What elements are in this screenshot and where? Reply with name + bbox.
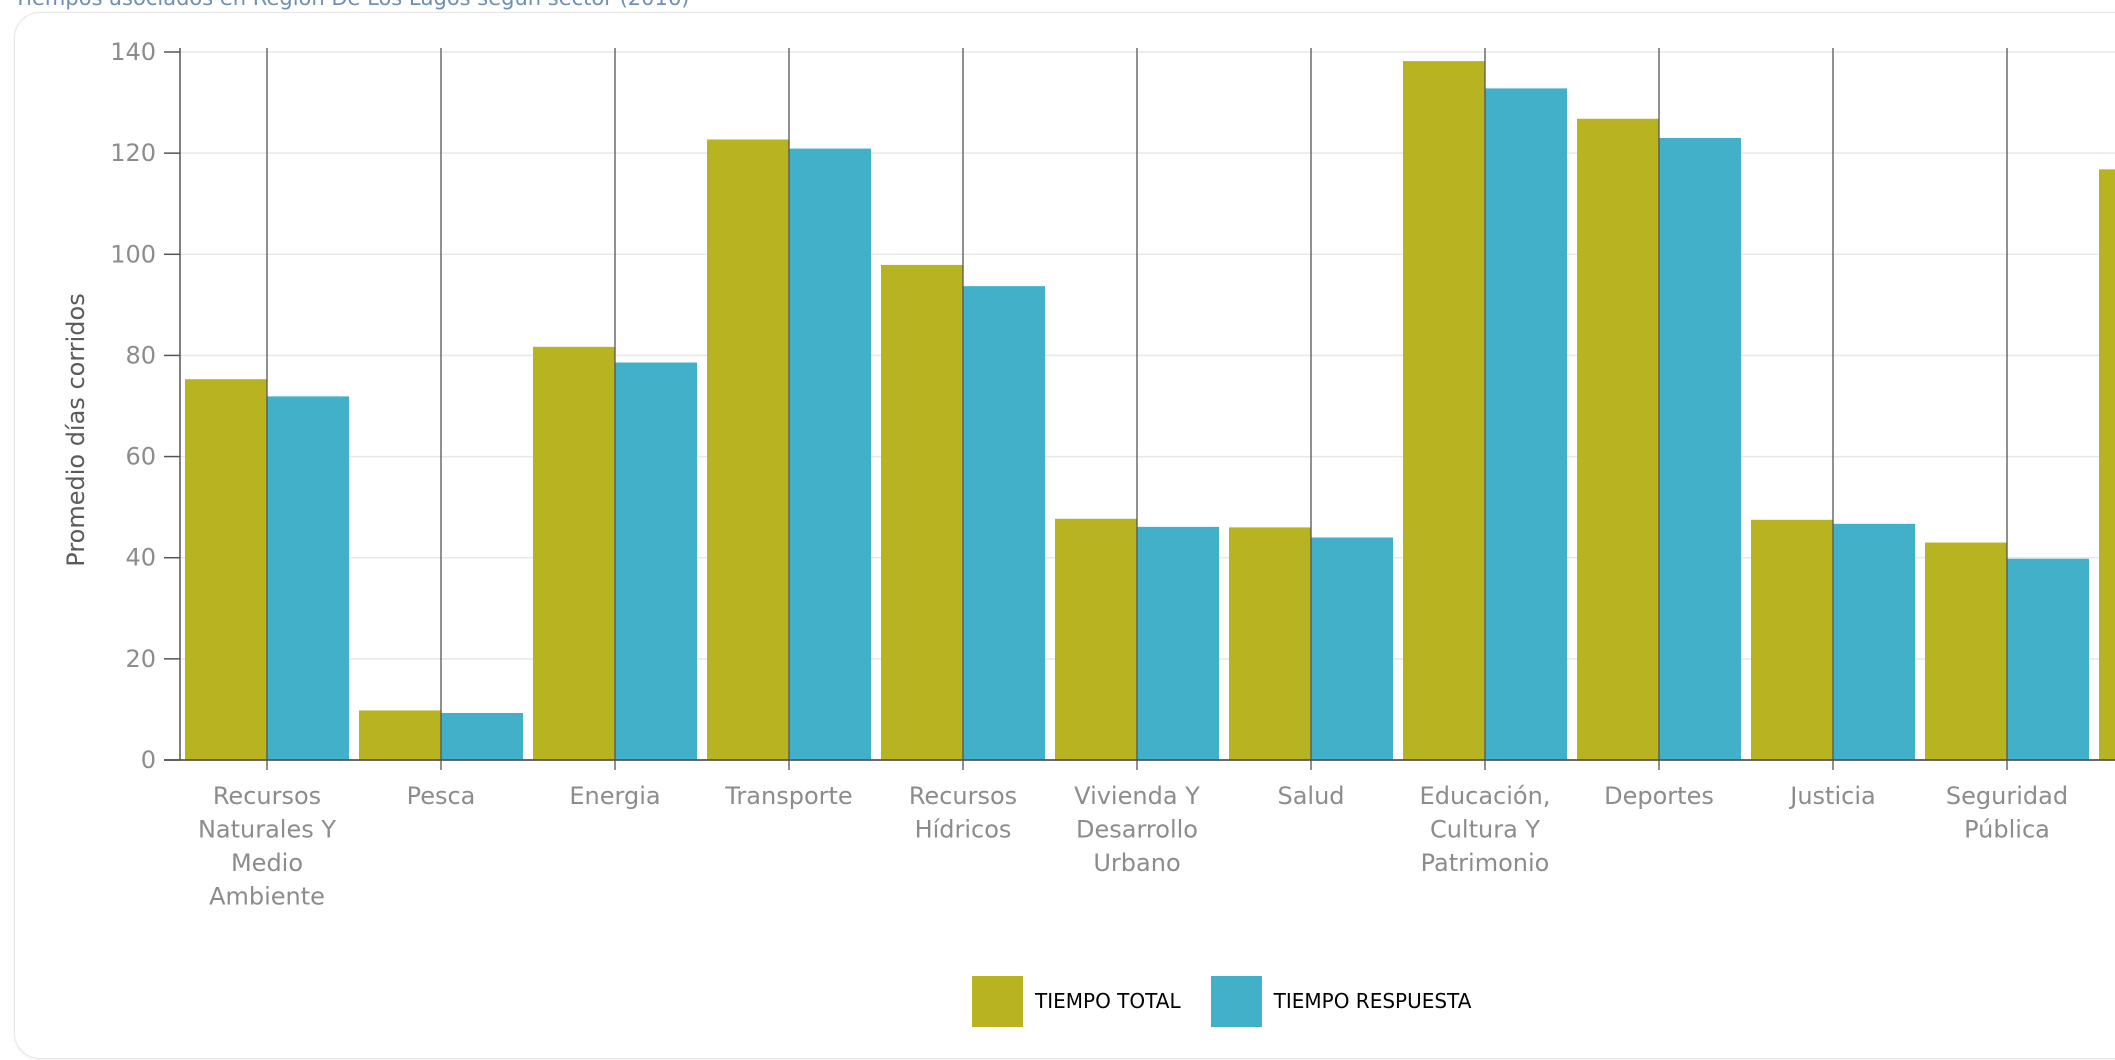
x-tick-label-5-2: Urbano <box>1093 849 1180 877</box>
y-tick-label-60: 60 <box>125 443 156 471</box>
x-tick-label-7-1: Cultura Y <box>1430 816 1540 844</box>
bar-tiempo-respuesta-10 <box>2007 558 2089 760</box>
bar-tiempo-respuesta-2 <box>615 362 697 760</box>
y-tick-label-40: 40 <box>125 544 156 572</box>
bar-tiempo-respuesta-3 <box>789 148 871 760</box>
bar-tiempo-respuesta-0 <box>267 396 349 760</box>
bar-tiempo-total-2 <box>533 346 615 760</box>
x-tick-label-4-0: Recursos <box>909 782 1017 810</box>
bar-tiempo-total-8 <box>1577 118 1659 761</box>
y-tick-label-80: 80 <box>125 341 156 369</box>
bar-tiempo-respuesta-1 <box>441 712 523 760</box>
bar-tiempo-respuesta-9 <box>1833 523 1915 760</box>
legend-swatch-tiempo-total <box>972 975 1023 1027</box>
bar-tiempo-total-10 <box>1925 542 2007 760</box>
legend-swatch-tiempo-respuesta <box>1210 975 1262 1027</box>
bar-tiempo-respuesta-8 <box>1659 137 1741 760</box>
bar-tiempo-total-7 <box>1403 61 1485 761</box>
page-title: Tiempos asociados en Región De Los Lagos… <box>14 0 689 10</box>
x-tick-label-1-0: Pesca <box>407 782 476 810</box>
x-tick-label-4-1: Hídricos <box>915 816 1012 844</box>
bar-tiempo-total-4 <box>881 264 963 760</box>
x-tick-label-0-0: Recursos <box>213 782 321 810</box>
x-tick-label-0-2: Medio <box>231 849 303 877</box>
y-tick-label-140: 140 <box>110 38 156 66</box>
legend-item-tiempo-respuesta[interactable]: TIEMPO RESPUESTA <box>1210 975 1472 1027</box>
bar-tiempo-total-6 <box>1229 527 1311 760</box>
x-tick-label-10-1: Pública <box>1964 816 2050 844</box>
bar-tiempo-total-5 <box>1055 518 1137 760</box>
x-tick-label-6-0: Salud <box>1277 782 1344 810</box>
bar-tiempo-respuesta-7 <box>1485 88 1567 760</box>
labels: 0 20 40 60 80 100 120 140 Recursos Naturales Y Med… <box>110 38 2068 911</box>
bar-tiempo-total-3 <box>707 139 789 760</box>
legend: TIEMPO TOTAL TIEMPO RESPUESTA <box>972 975 1501 1027</box>
x-tick-label-8-0: Deportes <box>1604 782 1714 810</box>
y-tick-label-20: 20 <box>125 645 156 673</box>
bar-tiempo-respuesta-4 <box>963 286 1045 760</box>
x-tick-label-5-1: Desarrollo <box>1076 816 1198 844</box>
y-tick-label-100: 100 <box>110 240 156 268</box>
axes <box>164 48 2115 770</box>
bar-tiempo-total-0 <box>185 379 267 760</box>
bar-tiempo-total-1 <box>359 710 441 760</box>
legend-item-tiempo-total[interactable]: TIEMPO TOTAL <box>972 975 1181 1027</box>
y-tick-label-120: 120 <box>110 139 156 167</box>
x-tick-label-10-0: Seguridad <box>1946 782 2068 810</box>
bar-tiempo-total-11 <box>2099 169 2115 761</box>
x-tick-label-7-0: Educación, <box>1420 782 1551 810</box>
legend-label-tiempo-respuesta: TIEMPO RESPUESTA <box>1273 989 1472 1013</box>
x-tick-label-0-3: Ambiente <box>209 883 325 911</box>
x-tick-label-7-2: Patrimonio <box>1421 849 1550 877</box>
bar-tiempo-total-9 <box>1751 519 1833 760</box>
x-tick-label-3-0: Transporte <box>724 782 852 810</box>
x-tick-label-9-0: Justicia <box>1788 782 1875 810</box>
bar-tiempo-respuesta-5 <box>1137 526 1219 760</box>
bars <box>185 61 2115 761</box>
x-tick-label-0-1: Naturales Y <box>198 816 336 844</box>
y-tick-label-0: 0 <box>141 746 156 774</box>
x-tick-label-5-0: Vivienda Y <box>1074 782 1200 810</box>
legend-label-tiempo-total: TIEMPO TOTAL <box>1035 989 1181 1013</box>
x-tick-label-2-0: Energia <box>569 782 660 810</box>
bar-tiempo-respuesta-6 <box>1311 537 1393 760</box>
y-axis-title: Promedio días corridos <box>62 293 90 566</box>
